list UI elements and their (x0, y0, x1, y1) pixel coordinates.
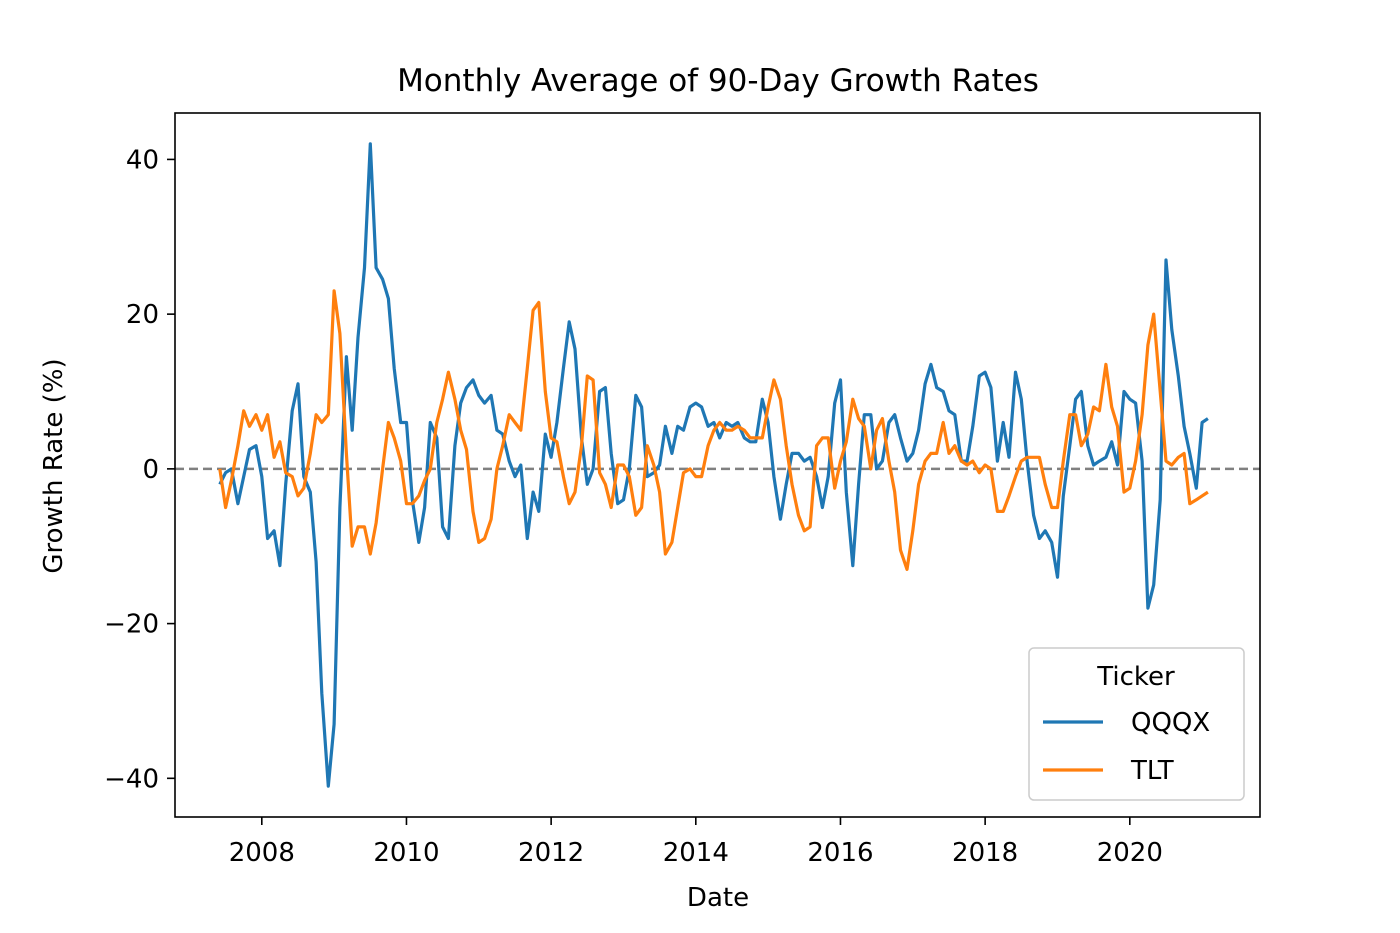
x-tick-label: 2020 (1097, 838, 1163, 868)
legend-box (1028, 647, 1245, 801)
series-line-tlt (218, 289, 1209, 571)
axes-frame (174, 112, 1261, 818)
y-tick-label: 0 (142, 455, 159, 485)
x-tick-label: 2008 (229, 838, 295, 868)
plot-area (175, 142, 1260, 788)
legend-label-qqqx: QQQX (1131, 708, 1210, 738)
legend-label-tlt: TLT (1130, 756, 1174, 786)
series-line-qqqx (218, 142, 1209, 788)
y-tick-label: −20 (104, 610, 159, 640)
x-tick-label: 2016 (807, 838, 873, 868)
y-axis-label: Growth Rate (%) (39, 358, 69, 573)
x-axis-label: Date (687, 883, 749, 913)
y-tick-label: −40 (104, 764, 159, 794)
legend-title: Ticker (1096, 662, 1175, 692)
legend: Ticker QQQX TLT (1028, 647, 1245, 801)
chart-title: Monthly Average of 90-Day Growth Rates (397, 63, 1039, 99)
y-tick-label: 20 (126, 300, 159, 330)
x-tick-label: 2014 (663, 838, 729, 868)
x-tick-label: 2018 (952, 838, 1018, 868)
x-tick-label: 2012 (518, 838, 584, 868)
x-tick-label: 2010 (373, 838, 439, 868)
y-tick-label: 40 (126, 145, 159, 175)
